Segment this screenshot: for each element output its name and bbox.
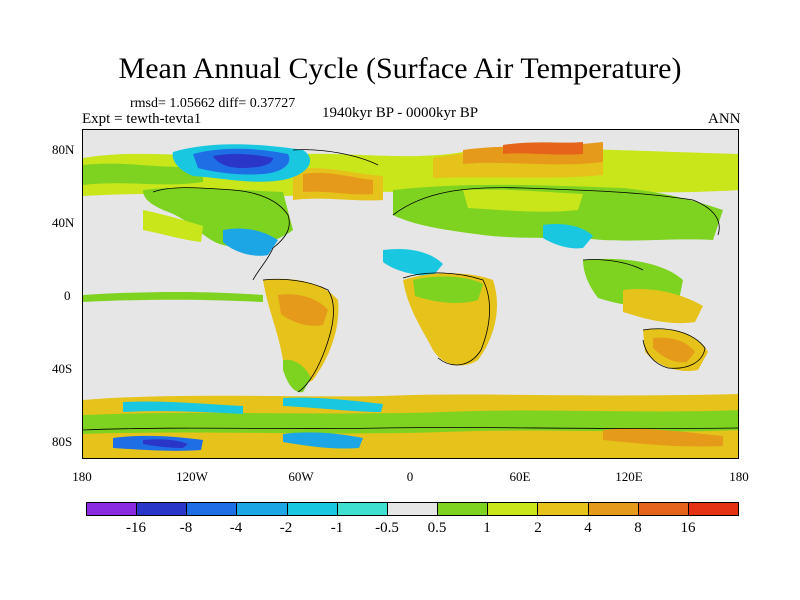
antarctic-cool-2 [283, 432, 363, 449]
coast-antarctica [83, 427, 738, 431]
lon-tick: 120W [176, 469, 208, 484]
coast-greenland [292, 149, 379, 166]
colorbar-swatch-11 [638, 503, 689, 515]
lon-tick: 180 [72, 469, 92, 484]
lat-tick: 40N [52, 215, 75, 230]
colorbar-swatch-10 [588, 503, 639, 515]
lon-tick: 60E [509, 469, 531, 484]
colorbar-label: 8 [634, 520, 642, 536]
coast-eurasia [392, 187, 720, 236]
north-pacific-green [83, 163, 203, 185]
coast-africa [402, 272, 490, 366]
amazon-orange [278, 294, 328, 326]
colorbar-swatch-4 [287, 503, 338, 515]
season-label: ANN [708, 111, 741, 127]
lat-tick: 80N [52, 142, 75, 157]
colorbar-swatch-7 [438, 503, 489, 515]
mediterranean-cool [383, 248, 443, 276]
colorbar-label: 16 [680, 520, 696, 536]
eurasia-yellow [463, 189, 583, 212]
greenland-orange [303, 172, 373, 195]
sahel-green [413, 276, 483, 303]
west-us-yellow [143, 210, 203, 242]
antarctic-warm [603, 428, 723, 447]
colorbar-swatch-6 [387, 503, 439, 515]
colorbar-label: -16 [126, 520, 146, 536]
coast-south-america [262, 278, 334, 393]
colorbar-label: -4 [229, 520, 243, 536]
lat-tick: 80S [52, 434, 73, 449]
colorbar-label: -0.5 [375, 520, 399, 536]
map-plot [83, 130, 738, 458]
southern-ocean-cool-2 [283, 397, 383, 412]
patagonia-green [283, 359, 311, 393]
colorbar-label: 2 [534, 520, 542, 536]
colorbar-swatch-5 [337, 503, 388, 515]
coast-australia [642, 328, 706, 369]
colorbar-swatch-1 [137, 503, 188, 515]
period-label: 1940kyr BP - 0000kyr BP [322, 105, 479, 121]
lon-tick: 0 [406, 469, 414, 484]
lon-tick: 180 [729, 469, 749, 484]
equatorial-pacific-green [83, 291, 263, 302]
map-title: Mean Annual Cycle (Surface Air Temperatu… [118, 52, 682, 85]
colorbar-swatch-8 [488, 503, 539, 515]
australia-orange [653, 337, 695, 363]
antarctic-cool-core [143, 439, 188, 448]
colorbar-swatch-12 [688, 503, 739, 515]
colorbar-swatch-9 [538, 503, 589, 515]
lat-tick: 0 [64, 288, 71, 303]
siberia-warm-core [503, 142, 583, 155]
stats-text: rmsd= 1.05662 diff= 0.37727 [130, 96, 296, 111]
map-panel [82, 129, 739, 459]
colorbar-label: 0.5 [427, 520, 447, 536]
maritime-continent [623, 288, 703, 324]
colorbar-label: -2 [279, 520, 293, 536]
colorbar-label: -1 [330, 520, 344, 536]
colorbar-label: 4 [584, 520, 592, 536]
coast-north-america [152, 187, 290, 281]
north-america-cool [223, 228, 278, 256]
canada-cool-core [213, 153, 273, 168]
lon-tick: 60W [288, 469, 314, 484]
colorbar-label: 1 [483, 520, 491, 536]
experiment-label: Expt = tewth-tevta1 [82, 111, 202, 127]
lon-tick: 120E [615, 469, 643, 484]
lat-tick: 40S [52, 361, 73, 376]
tibet-cool [543, 224, 593, 249]
colorbar [86, 502, 739, 516]
colorbar-swatch-0 [87, 503, 138, 515]
southern-ocean-cool-1 [123, 401, 243, 414]
colorbar-label: -8 [179, 520, 193, 536]
coastlines [83, 149, 738, 431]
coast-india [582, 259, 644, 271]
colorbar-swatch-2 [187, 503, 238, 515]
colorbar-swatch-3 [237, 503, 288, 515]
